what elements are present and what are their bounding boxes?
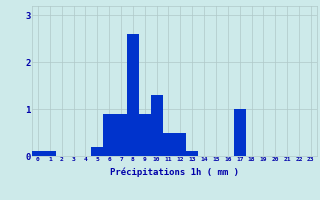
Bar bbox=[115, 114, 127, 156]
Bar bbox=[91, 147, 103, 156]
Bar bbox=[174, 133, 186, 156]
Bar bbox=[103, 114, 115, 156]
Bar bbox=[127, 34, 139, 156]
Bar bbox=[151, 95, 163, 156]
Bar bbox=[234, 109, 246, 156]
Bar bbox=[163, 133, 174, 156]
Bar bbox=[186, 151, 198, 156]
X-axis label: Précipitations 1h ( mm ): Précipitations 1h ( mm ) bbox=[110, 167, 239, 177]
Bar bbox=[44, 151, 56, 156]
Bar bbox=[139, 114, 151, 156]
Bar bbox=[32, 151, 44, 156]
